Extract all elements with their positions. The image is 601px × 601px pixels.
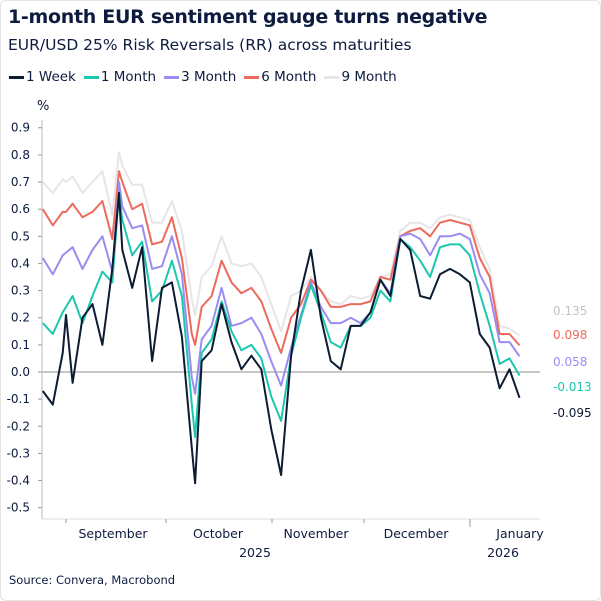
y-tick-label: 0.6 [11, 202, 30, 216]
legend: 1 Week 1 Month 3 Month 6 Month 9 Month [9, 69, 397, 85]
x-tick-label: November [283, 526, 349, 541]
y-tick-label: 0.9 [11, 121, 30, 135]
y-axis-unit: % [37, 99, 49, 114]
legend-item[interactable]: 9 Month [324, 69, 397, 85]
legend-swatch [83, 75, 99, 79]
y-tick-label: -0.4 [7, 474, 30, 488]
legend-item[interactable]: 3 Month [164, 69, 236, 85]
y-tick-label: 0.1 [11, 338, 30, 352]
legend-label: 1 Month [100, 69, 157, 85]
legend-swatch [9, 75, 24, 79]
legend-item[interactable]: 6 Month [244, 69, 316, 85]
source-note: Source: Convera, Macrobond [9, 573, 176, 587]
series-line-1-month [42, 191, 521, 439]
y-tick-label: 0.0 [11, 365, 30, 379]
y-tick-label: -0.5 [7, 501, 30, 515]
legend-item[interactable]: 1 Month [83, 69, 157, 85]
y-tick-label: 0.8 [11, 148, 30, 162]
legend-item[interactable]: 1 Week [9, 69, 76, 85]
chart-title: 1-month EUR sentiment gauge turns negati… [8, 6, 488, 28]
x-tick-label: October [193, 526, 244, 541]
x-tick-label: September [78, 526, 148, 541]
year-label: 2026 [487, 545, 519, 560]
y-tick-label: 0.7 [11, 175, 30, 189]
y-tick-label: -0.2 [7, 419, 30, 433]
y-tick-label: 0.4 [11, 256, 30, 270]
legend-swatch [164, 75, 180, 79]
y-tick-label: -0.1 [7, 392, 30, 406]
end-value-label: 0.135 [553, 304, 587, 318]
end-value-label: 0.058 [553, 355, 587, 369]
legend-label: 1 Week [26, 69, 76, 85]
y-tick-label: 0.2 [11, 311, 30, 325]
y-tick-label: 0.5 [11, 229, 30, 243]
chart-subtitle: EUR/USD 25% Risk Reversals (RR) across m… [8, 36, 412, 54]
legend-swatch [324, 75, 340, 79]
legend-label: 3 Month [181, 69, 237, 85]
end-value-label: -0.095 [553, 406, 592, 420]
legend-label: 6 Month [261, 69, 317, 85]
year-label: 2025 [239, 545, 271, 560]
legend-swatch [244, 75, 260, 79]
y-tick-label: -0.3 [7, 446, 30, 460]
end-value-label: 0.098 [553, 328, 587, 342]
y-tick-label: 0.3 [11, 284, 30, 298]
x-tick-label: January [495, 526, 544, 541]
legend-label: 9 Month [341, 69, 397, 85]
end-value-label: -0.013 [553, 380, 592, 394]
x-tick-label: December [384, 526, 450, 541]
series-line-9-month [42, 151, 521, 337]
series-line-1-week [41, 191, 521, 485]
series-line-6-month [41, 170, 521, 354]
